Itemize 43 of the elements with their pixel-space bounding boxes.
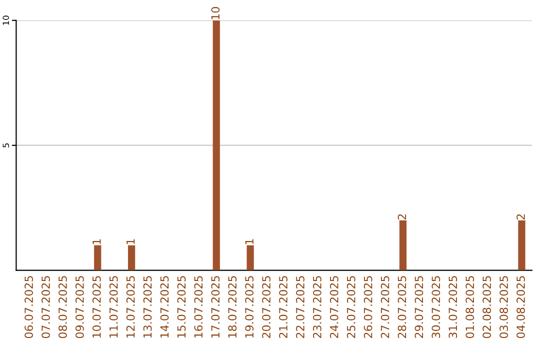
x-tick-label: 08.07.2025 xyxy=(58,276,67,338)
data-label: 2 xyxy=(516,214,525,220)
x-tick-label: 07.07.2025 xyxy=(42,276,50,338)
data-label: 10 xyxy=(211,7,220,20)
x-tick-label: 13.07.2025 xyxy=(143,276,152,338)
x-tick-label: 03.08.2025 xyxy=(500,276,508,338)
bar xyxy=(128,245,136,270)
x-tick-label: 09.07.2025 xyxy=(75,276,84,338)
data-label: 1 xyxy=(245,239,254,244)
bar xyxy=(212,20,220,270)
x-tick-label: 06.07.2025 xyxy=(24,276,33,338)
x-tick-label: 02.08.2025 xyxy=(482,276,492,338)
data-label: 1 xyxy=(92,239,101,244)
data-label: 2 xyxy=(398,214,406,220)
x-tick-label: 18.07.2025 xyxy=(228,276,237,338)
x-tick-label: 15.07.2025 xyxy=(177,276,186,338)
x-tick-label: 24.07.2025 xyxy=(330,276,338,338)
bar xyxy=(518,220,526,270)
x-tick-label: 22.07.2025 xyxy=(296,276,304,338)
x-tick-label: 17.07.2025 xyxy=(211,276,220,338)
data-label: 1 xyxy=(126,239,135,244)
bar xyxy=(246,245,254,270)
x-tick-label: 26.07.2025 xyxy=(364,276,372,338)
x-tick-label: 28.07.2025 xyxy=(398,276,406,338)
bar xyxy=(94,245,102,270)
x-tick-label: 11.07.2025 xyxy=(109,276,118,338)
x-tick-label: 14.07.2025 xyxy=(160,276,169,338)
x-tick-label: 19.07.2025 xyxy=(245,276,254,338)
x-tick-label: 01.08.2025 xyxy=(466,276,474,338)
x-tick-label: 29.07.2025 xyxy=(414,276,424,338)
x-tick-label: 25.07.2025 xyxy=(346,276,356,338)
x-tick-label: 16.07.2025 xyxy=(194,276,203,338)
x-tick-label: 27.07.2025 xyxy=(380,276,390,338)
x-tick-label: 23.07.2025 xyxy=(312,276,322,338)
x-tick-label: 31.07.2025 xyxy=(448,276,458,338)
x-tick-label: 20.07.2025 xyxy=(262,276,270,338)
bar xyxy=(399,220,407,270)
x-tick-label: 12.07.2025 xyxy=(126,276,135,338)
y-tick-label: 5 xyxy=(2,143,10,148)
x-tick-label: 21.07.2025 xyxy=(279,276,288,338)
x-tick-label: 10.07.2025 xyxy=(92,276,101,338)
x-tick-label: 04.08.2025 xyxy=(516,276,525,338)
x-tick-label: 30.07.2025 xyxy=(432,276,440,338)
